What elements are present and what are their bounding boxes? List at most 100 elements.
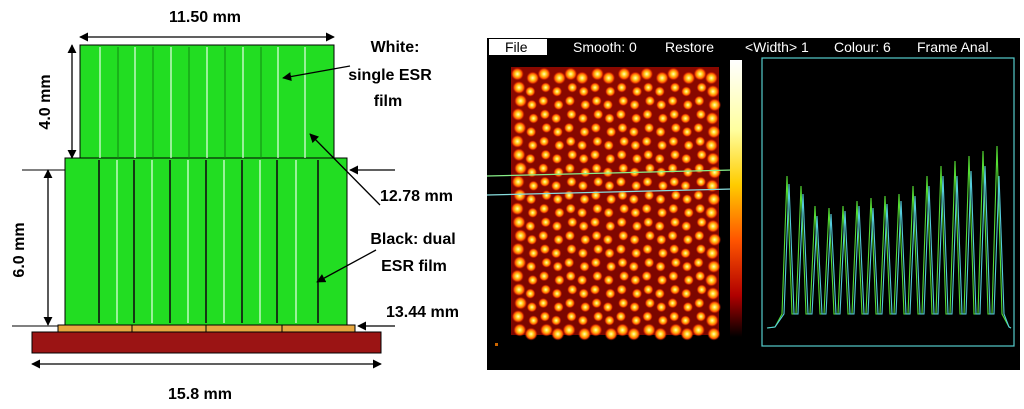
flood-histogram-viewer: File Smooth: 0 Restore <Width> 1 Colour:… <box>487 38 1020 370</box>
crystal-spot <box>593 176 604 187</box>
crystal-spot <box>705 179 719 193</box>
crystal-spot <box>552 194 563 205</box>
crystal-spot <box>669 82 681 93</box>
crystal-spot <box>576 207 588 218</box>
crystal-spot <box>525 86 536 97</box>
crystal-spot <box>630 207 641 218</box>
width-menu[interactable]: <Width> 1 <box>745 39 809 55</box>
crystal-spot <box>565 203 576 214</box>
crystal-spot <box>681 288 692 299</box>
profile-line-cyan <box>487 188 734 196</box>
lower-white-dividers <box>116 160 297 323</box>
crystal-spot <box>668 203 679 214</box>
frame-analysis-menu[interactable]: Frame Anal. <box>917 39 993 55</box>
file-menu[interactable]: File <box>489 39 547 55</box>
crystal-spot <box>605 86 616 97</box>
crystal-spot <box>602 71 616 85</box>
crystal-spot <box>692 323 705 337</box>
smooth-menu[interactable]: Smooth: 0 <box>573 39 637 55</box>
crystal-spot <box>566 311 577 322</box>
crystal-spot <box>707 327 721 341</box>
white-label-line3: film <box>374 93 402 110</box>
crystal-spot <box>642 109 653 120</box>
profile-plot <box>761 57 1015 347</box>
crystal-spot <box>513 323 527 337</box>
crystal-spot <box>669 311 680 322</box>
crystal-spot <box>704 206 718 220</box>
crystal-spot <box>707 192 721 206</box>
crystal-spot <box>696 149 707 160</box>
white-label-pointer-2 <box>309 133 381 206</box>
crystal-spot <box>567 149 578 160</box>
crystal-spot <box>567 217 578 228</box>
crystal-spot <box>680 180 691 191</box>
crystal-spot <box>513 121 527 135</box>
crystal-spot <box>562 323 576 337</box>
crystal-spot <box>707 260 721 274</box>
crystal-spot <box>567 284 578 295</box>
crystal-spot <box>630 140 641 151</box>
white-label-pointer-1 <box>282 65 351 82</box>
crystal-spot <box>538 95 549 107</box>
crystal-spot <box>527 274 538 286</box>
crystal-spot <box>552 71 566 85</box>
crystal-spot <box>514 94 528 108</box>
crystal-spot <box>514 229 528 243</box>
crystal-spot <box>526 301 538 313</box>
crystal-spot <box>538 297 549 309</box>
crystal-spot <box>682 301 694 313</box>
crystal-spot <box>616 284 627 295</box>
crystal-spot <box>631 153 643 164</box>
crystal-spot <box>704 71 718 85</box>
crystal-spot <box>553 167 564 178</box>
crystal-spot <box>706 287 720 301</box>
crystal-spot <box>576 274 588 286</box>
crystal-spot <box>591 95 602 107</box>
crystal-spot <box>654 221 665 232</box>
crystal-spot <box>695 109 707 120</box>
crystal-spot <box>656 140 668 151</box>
crystal-spot <box>657 248 669 259</box>
crystal-spot <box>642 176 653 187</box>
crystal-spot <box>666 67 680 81</box>
crystal-spot <box>631 113 642 124</box>
crystal-spot <box>693 67 707 81</box>
crystal-spot <box>642 323 656 337</box>
crystal-spot <box>605 153 616 164</box>
crystal-spot <box>578 153 589 164</box>
crystal-spot <box>528 180 539 191</box>
crystal-spot <box>669 217 681 228</box>
crystal-spot <box>706 85 720 98</box>
crystal-spot <box>510 134 524 148</box>
crystal-spot <box>617 257 628 268</box>
crystal-spot <box>524 327 538 341</box>
crystal-spot <box>541 257 552 268</box>
restore-menu[interactable]: Restore <box>665 39 715 55</box>
crystal-spot <box>592 270 603 282</box>
flood-map <box>487 67 734 341</box>
crystal-spot <box>564 95 576 107</box>
crystal-spot <box>631 86 643 97</box>
crystal-spot <box>539 311 551 322</box>
crystal-spot <box>540 323 553 337</box>
crystal-spot <box>615 311 627 322</box>
crystal-spot <box>655 261 666 272</box>
crystal-spot <box>551 288 563 299</box>
crystal-spot <box>527 140 538 151</box>
crystal-spot <box>654 153 665 164</box>
crystal-spot <box>526 99 538 111</box>
colour-menu[interactable]: Colour: 6 <box>834 39 891 55</box>
crystal-spot <box>538 270 550 282</box>
crystal-spot <box>605 126 617 138</box>
crystal-spot <box>627 327 641 341</box>
crystal-spot <box>539 176 551 187</box>
crystal-spot <box>577 315 589 326</box>
crystal-spot <box>593 244 604 255</box>
crystal-spot <box>525 194 537 205</box>
crystal-spot <box>694 95 705 107</box>
crystal-spot <box>604 327 618 341</box>
crystal-spot <box>589 82 601 93</box>
crystal-spot <box>643 82 654 93</box>
crystal-spot <box>615 176 627 187</box>
crystal-spot <box>563 190 575 201</box>
